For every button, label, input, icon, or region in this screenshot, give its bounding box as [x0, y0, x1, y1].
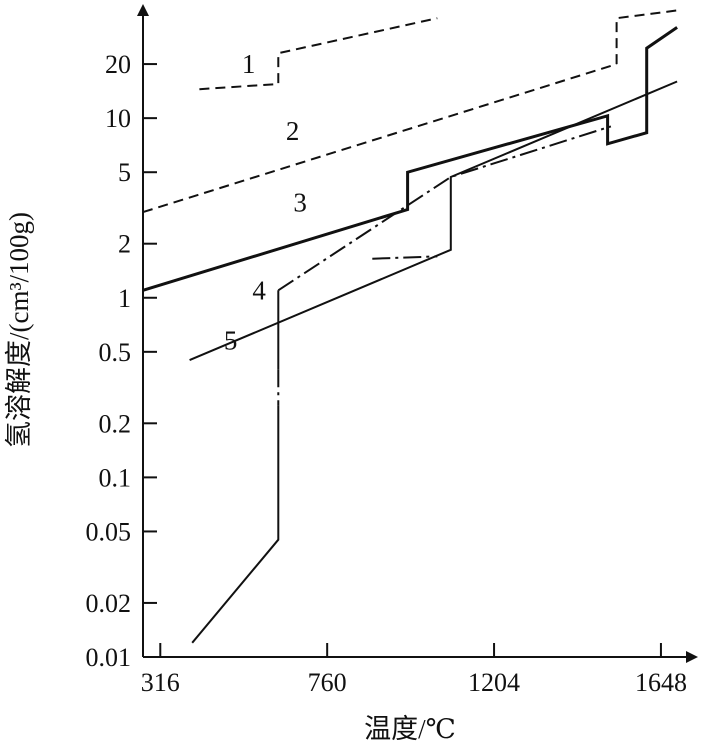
- x-tick-label: 316: [141, 668, 180, 697]
- y-ticks: 0.01 0.02 0.05 0.1 0.2 0.5 1 2 5 10 20: [86, 50, 157, 672]
- y-tick-label: 1: [118, 284, 131, 313]
- series-1-line: [199, 17, 438, 91]
- y-tick-label: 0.1: [99, 463, 132, 492]
- series-labels: 1 2 3 45: [224, 49, 307, 355]
- y-tick-label: 0.5: [99, 338, 132, 367]
- y-tick-label: 0.2: [99, 409, 132, 438]
- series-1-line: [615, 9, 681, 65]
- x-tick-label: 1204: [468, 668, 520, 697]
- x-ticks: 316 760 1204 1648: [141, 643, 687, 697]
- x-axis-title: 温度/℃: [364, 714, 456, 744]
- series-3-line: [142, 26, 678, 292]
- x-tick-label: 1648: [635, 668, 687, 697]
- y-tick-label: 20: [105, 50, 131, 79]
- y-tick-label: 0.05: [86, 517, 132, 546]
- x-tick-label: 760: [308, 668, 347, 697]
- series-label-1: 1: [242, 49, 256, 79]
- series-4-line: [191, 405, 280, 644]
- y-tick-label: 5: [118, 158, 131, 187]
- series-5-line: [372, 255, 438, 260]
- series-2-line: [142, 63, 617, 214]
- axes: [137, 4, 698, 663]
- y-tick-label: 2: [118, 230, 131, 259]
- series-5-line: [189, 80, 678, 362]
- series-label-4: 4: [252, 275, 266, 305]
- series-group: [142, 9, 681, 644]
- y-axis-title: 氢溶解度/(cm³/100g): [4, 212, 34, 448]
- series-label-2: 2: [286, 116, 300, 146]
- y-tick-label: 0.02: [86, 589, 132, 618]
- y-tick-label: 10: [105, 104, 131, 133]
- y-tick-label: 0.01: [86, 643, 132, 672]
- series-label-5: 5: [224, 325, 238, 355]
- series-label-3: 3: [293, 187, 307, 217]
- series-4-line: [277, 125, 612, 292]
